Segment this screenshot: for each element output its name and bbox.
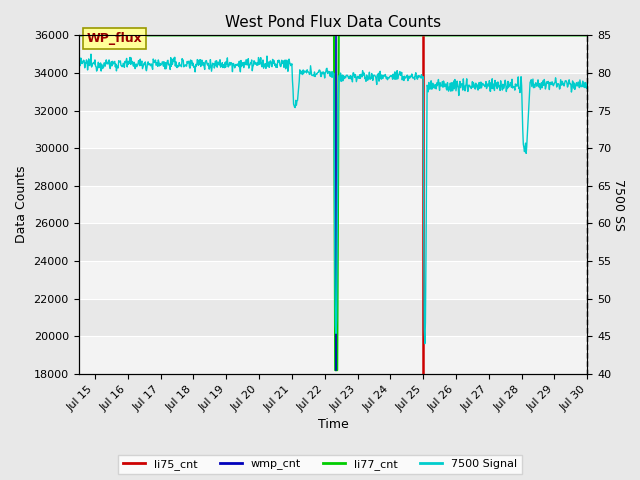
Line: 7500 Signal: 7500 Signal — [79, 54, 588, 344]
li77_cnt — [332, 367, 339, 373]
Bar — [79, 336, 588, 374]
7500 Signal — [459, 87, 467, 93]
Y-axis label: Data Counts: Data Counts — [15, 166, 28, 243]
7500 Signal — [292, 102, 300, 108]
li77_cnt — [584, 33, 591, 38]
7500 Signal — [131, 60, 138, 66]
li77_cnt — [163, 33, 171, 38]
Legend: li75_cnt, wmp_cnt, li77_cnt, 7500 Signal: li75_cnt, wmp_cnt, li77_cnt, 7500 Signal — [118, 455, 522, 474]
li77_cnt — [132, 33, 140, 38]
Title: West Pond Flux Data Counts: West Pond Flux Data Counts — [225, 15, 441, 30]
7500 Signal — [515, 85, 523, 91]
7500 Signal — [75, 61, 83, 67]
Bar — [79, 110, 588, 148]
7500 Signal — [421, 341, 429, 347]
li77_cnt — [75, 33, 83, 38]
Bar — [79, 261, 588, 299]
Line: li77_cnt: li77_cnt — [79, 36, 588, 370]
Bar — [79, 186, 588, 224]
X-axis label: Time: Time — [317, 419, 348, 432]
Text: WP_flux: WP_flux — [87, 32, 143, 45]
Bar — [79, 36, 588, 73]
Y-axis label: 7500 SS: 7500 SS — [612, 179, 625, 231]
li77_cnt — [270, 33, 278, 38]
li77_cnt — [292, 33, 300, 38]
7500 Signal — [87, 51, 95, 57]
li77_cnt — [573, 33, 581, 38]
7500 Signal — [438, 83, 445, 89]
7500 Signal — [207, 68, 215, 74]
7500 Signal — [584, 82, 591, 87]
li77_cnt — [519, 33, 527, 38]
